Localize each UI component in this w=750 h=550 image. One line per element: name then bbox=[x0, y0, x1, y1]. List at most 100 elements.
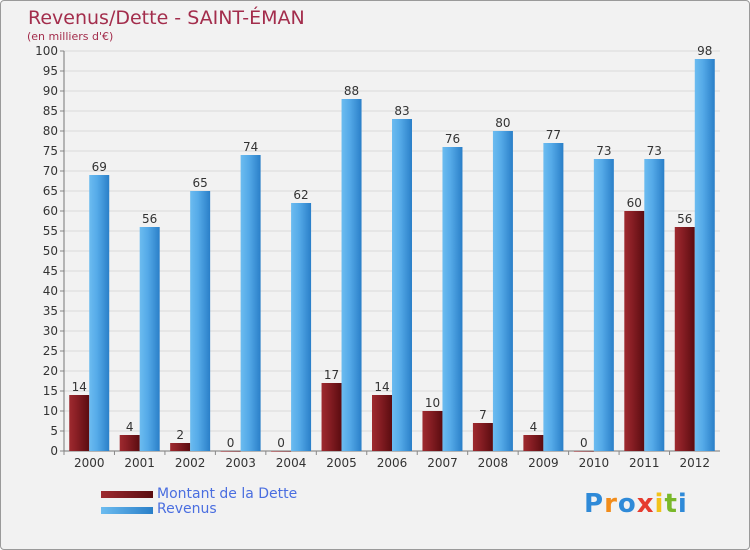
bar-debt-label: 4 bbox=[126, 420, 134, 434]
x-tick-label: 2003 bbox=[225, 456, 256, 470]
y-tick-label: 0 bbox=[50, 444, 58, 458]
x-tick-label: 2001 bbox=[124, 456, 155, 470]
bar-revenue-label: 88 bbox=[344, 84, 359, 98]
bar-revenue-label: 80 bbox=[495, 116, 510, 130]
chart-subtitle: (en milliers d'€) bbox=[27, 30, 114, 43]
bar-revenue bbox=[593, 159, 614, 451]
logo-letter: i bbox=[677, 489, 688, 519]
y-tick-label: 75 bbox=[43, 144, 58, 158]
bar-debt bbox=[573, 451, 594, 452]
bar-debt bbox=[422, 411, 443, 451]
x-tick-label: 2007 bbox=[427, 456, 458, 470]
y-tick-label: 30 bbox=[43, 324, 58, 338]
y-tick-label: 10 bbox=[43, 404, 58, 418]
bar-revenue bbox=[543, 143, 564, 451]
bar-revenue bbox=[139, 227, 160, 451]
data-labels: 14 69 4 56 2 65 0 74 0 62 17 88 14 83 10 76 7 80 4 77 0 73 60 7… bbox=[72, 44, 713, 450]
logo-letter: o bbox=[617, 489, 637, 519]
bar-revenue bbox=[190, 191, 211, 451]
bar-revenue bbox=[291, 203, 312, 451]
x-tick-label: 2006 bbox=[377, 456, 408, 470]
y-tick-label: 5 bbox=[50, 424, 58, 438]
bar-debt-label: 0 bbox=[227, 436, 235, 450]
bar-revenue-label: 83 bbox=[394, 104, 409, 118]
bar-debt bbox=[472, 423, 493, 451]
bar-debt bbox=[674, 227, 695, 451]
chart-title: Revenus/Dette - SAINT-ÉMAN bbox=[28, 7, 305, 29]
y-tick-label: 100 bbox=[35, 44, 58, 58]
y-tick-label: 90 bbox=[43, 84, 58, 98]
y-tick-label: 15 bbox=[43, 384, 58, 398]
y-tick-label: 65 bbox=[43, 184, 58, 198]
proxiti-logo: Proxiti bbox=[584, 489, 688, 519]
y-tick-label: 50 bbox=[43, 244, 58, 258]
bar-debt bbox=[119, 435, 140, 451]
y-tick-label: 40 bbox=[43, 284, 58, 298]
x-tick-label: 2012 bbox=[679, 456, 710, 470]
y-tick-label: 45 bbox=[43, 264, 58, 278]
y-tick-label: 70 bbox=[43, 164, 58, 178]
x-tick-label: 2008 bbox=[478, 456, 509, 470]
bar-revenue bbox=[89, 175, 110, 451]
bar-debt-label: 60 bbox=[627, 196, 642, 210]
bar-revenue bbox=[442, 147, 463, 451]
bar-revenue-label: 62 bbox=[293, 188, 308, 202]
bar-revenue bbox=[644, 159, 665, 451]
bar-debt-label: 2 bbox=[176, 428, 184, 442]
y-tick-label: 85 bbox=[43, 104, 58, 118]
logo-letter: i bbox=[654, 489, 665, 519]
bar-debt-label: 4 bbox=[530, 420, 538, 434]
bar-debt bbox=[523, 435, 544, 451]
bars bbox=[69, 59, 715, 452]
logo-letter: t bbox=[664, 489, 678, 519]
x-tick-label: 2004 bbox=[276, 456, 307, 470]
bar-debt bbox=[220, 451, 241, 452]
bar-debt-label: 7 bbox=[479, 408, 487, 422]
legend-revenue-swatch bbox=[101, 507, 153, 514]
bar-debt-label: 17 bbox=[324, 368, 339, 382]
bar-revenue-label: 65 bbox=[193, 176, 208, 190]
bar-revenue-label: 77 bbox=[546, 128, 561, 142]
y-tick-label: 25 bbox=[43, 344, 58, 358]
x-tick-label: 2009 bbox=[528, 456, 559, 470]
bar-debt bbox=[170, 443, 191, 451]
y-tick-label: 35 bbox=[43, 304, 58, 318]
bar-revenue-label: 98 bbox=[697, 44, 712, 58]
bar-debt bbox=[372, 395, 392, 451]
bar-debt-label: 0 bbox=[580, 436, 588, 450]
x-tick-label: 2010 bbox=[579, 456, 610, 470]
bar-revenue bbox=[694, 59, 715, 451]
bar-debt bbox=[624, 211, 645, 451]
bar-revenue-label: 56 bbox=[142, 212, 157, 226]
legend-debt-label: Montant de la Dette bbox=[157, 486, 298, 502]
logo-letter: x bbox=[636, 489, 655, 519]
bar-debt bbox=[69, 395, 90, 451]
legend-revenue-label: Revenus bbox=[157, 501, 217, 517]
x-tick-label: 2002 bbox=[175, 456, 206, 470]
x-tick-label: 2011 bbox=[629, 456, 660, 470]
bar-debt bbox=[271, 451, 292, 452]
bar-revenue bbox=[240, 155, 261, 451]
bar-debt-label: 14 bbox=[374, 380, 389, 394]
bar-revenue bbox=[341, 99, 362, 451]
bar-revenue-label: 74 bbox=[243, 140, 258, 154]
logo-letter: r bbox=[604, 489, 618, 519]
bar-debt-label: 0 bbox=[277, 436, 285, 450]
bar-revenue bbox=[392, 119, 412, 451]
bar-debt-label: 56 bbox=[677, 212, 692, 226]
bar-revenue bbox=[492, 131, 513, 451]
y-tick-label: 95 bbox=[43, 64, 58, 78]
bar-revenue-label: 69 bbox=[92, 160, 107, 174]
bar-debt bbox=[321, 383, 342, 451]
bar-revenue-label: 76 bbox=[445, 132, 460, 146]
logo-letter: P bbox=[584, 489, 605, 519]
bar-revenue-label: 73 bbox=[596, 144, 611, 158]
x-tick-label: 2000 bbox=[74, 456, 105, 470]
legend-debt-swatch bbox=[101, 491, 153, 498]
bar-debt-label: 14 bbox=[72, 380, 87, 394]
x-tick-label: 2005 bbox=[326, 456, 357, 470]
y-tick-label: 60 bbox=[43, 204, 58, 218]
bar-revenue-label: 73 bbox=[647, 144, 662, 158]
